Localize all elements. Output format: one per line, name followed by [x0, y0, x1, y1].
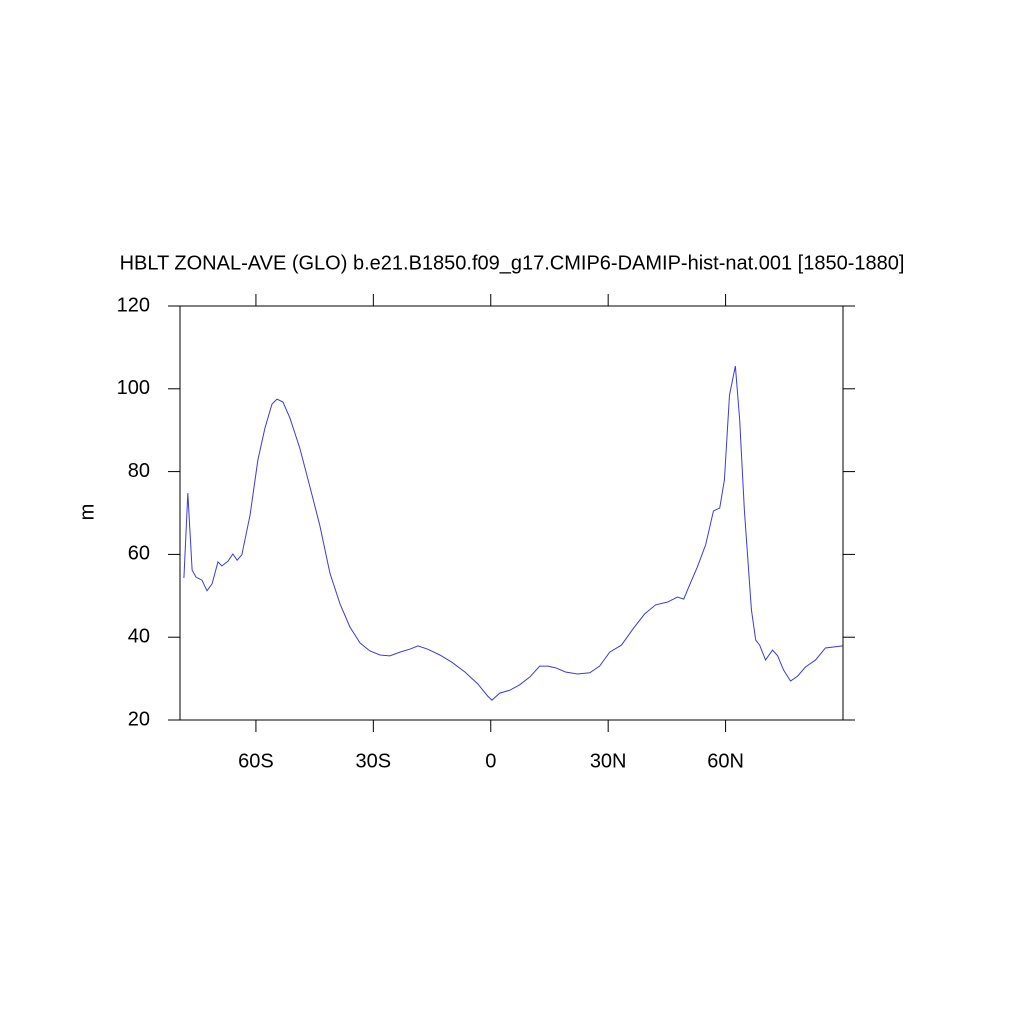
x-tick-label: 60N	[707, 750, 744, 772]
y-tick-label: 120	[117, 294, 150, 316]
x-tick-label: 30S	[356, 750, 392, 772]
y-tick-label: 100	[117, 377, 150, 399]
y-tick-label: 80	[128, 460, 150, 482]
plot-frame	[179, 305, 844, 721]
y-tick-label: 20	[128, 708, 150, 730]
chart-title: HBLT ZONAL-AVE (GLO) b.e21.B1850.f09_g17…	[120, 252, 905, 274]
x-tick-label: 0	[485, 750, 496, 772]
y-tick-label: 60	[128, 543, 150, 565]
x-tick-label: 60S	[238, 750, 274, 772]
data-line	[183, 365, 843, 701]
x-tick-label: 30N	[590, 750, 627, 772]
y-axis-label: m	[76, 504, 98, 521]
y-tick-label: 40	[128, 625, 150, 647]
